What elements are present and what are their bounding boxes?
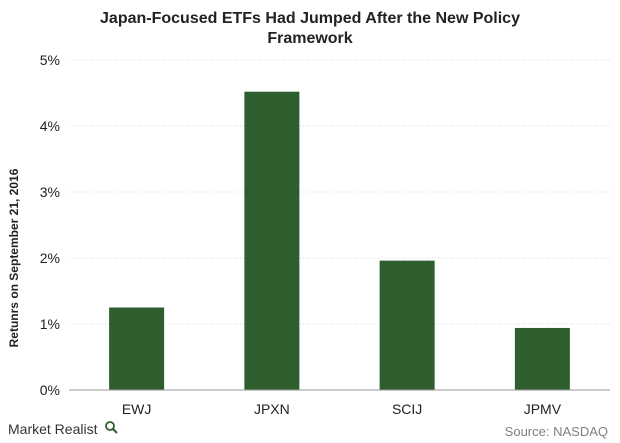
gridlines [69,59,610,325]
y-tick-labels: 0% 1% 2% 3% 4% 5% [40,52,60,398]
magnifier-icon [105,421,118,434]
brand-name: Market Realist [8,421,98,437]
y-tick-label: 0% [40,382,60,398]
x-tick-label: JPMV [524,401,562,417]
bar-ewj [109,307,165,390]
y-tick-label: 1% [40,316,60,332]
x-tick-labels: EWJ JPXN SCIJ JPMV [122,401,562,417]
y-tick-label: 5% [40,52,60,68]
x-tick-label: JPXN [254,401,290,417]
chart-title-line-1: Japan-Focused ETFs Had Jumped After the … [100,10,520,27]
bar-jpmv [514,327,570,390]
x-tick-label: EWJ [122,401,152,417]
y-tick-label: 3% [40,184,60,200]
bar-scij [379,260,435,390]
y-tick-label: 2% [40,250,60,266]
chart-title-line-2: Framework [267,30,352,47]
y-tick-label: 4% [40,118,60,134]
y-axis-label: Retunrs on September 21, 2016 [7,168,21,347]
x-tick-label: SCIJ [392,401,422,417]
source-note: Source: NASDAQ [505,424,608,439]
bar-jpxn [244,91,300,391]
chart-title: Japan-Focused ETFs Had Jumped After the … [100,10,520,47]
footer: Market Realist Source: NASDAQ [8,421,608,439]
bars [109,91,570,391]
